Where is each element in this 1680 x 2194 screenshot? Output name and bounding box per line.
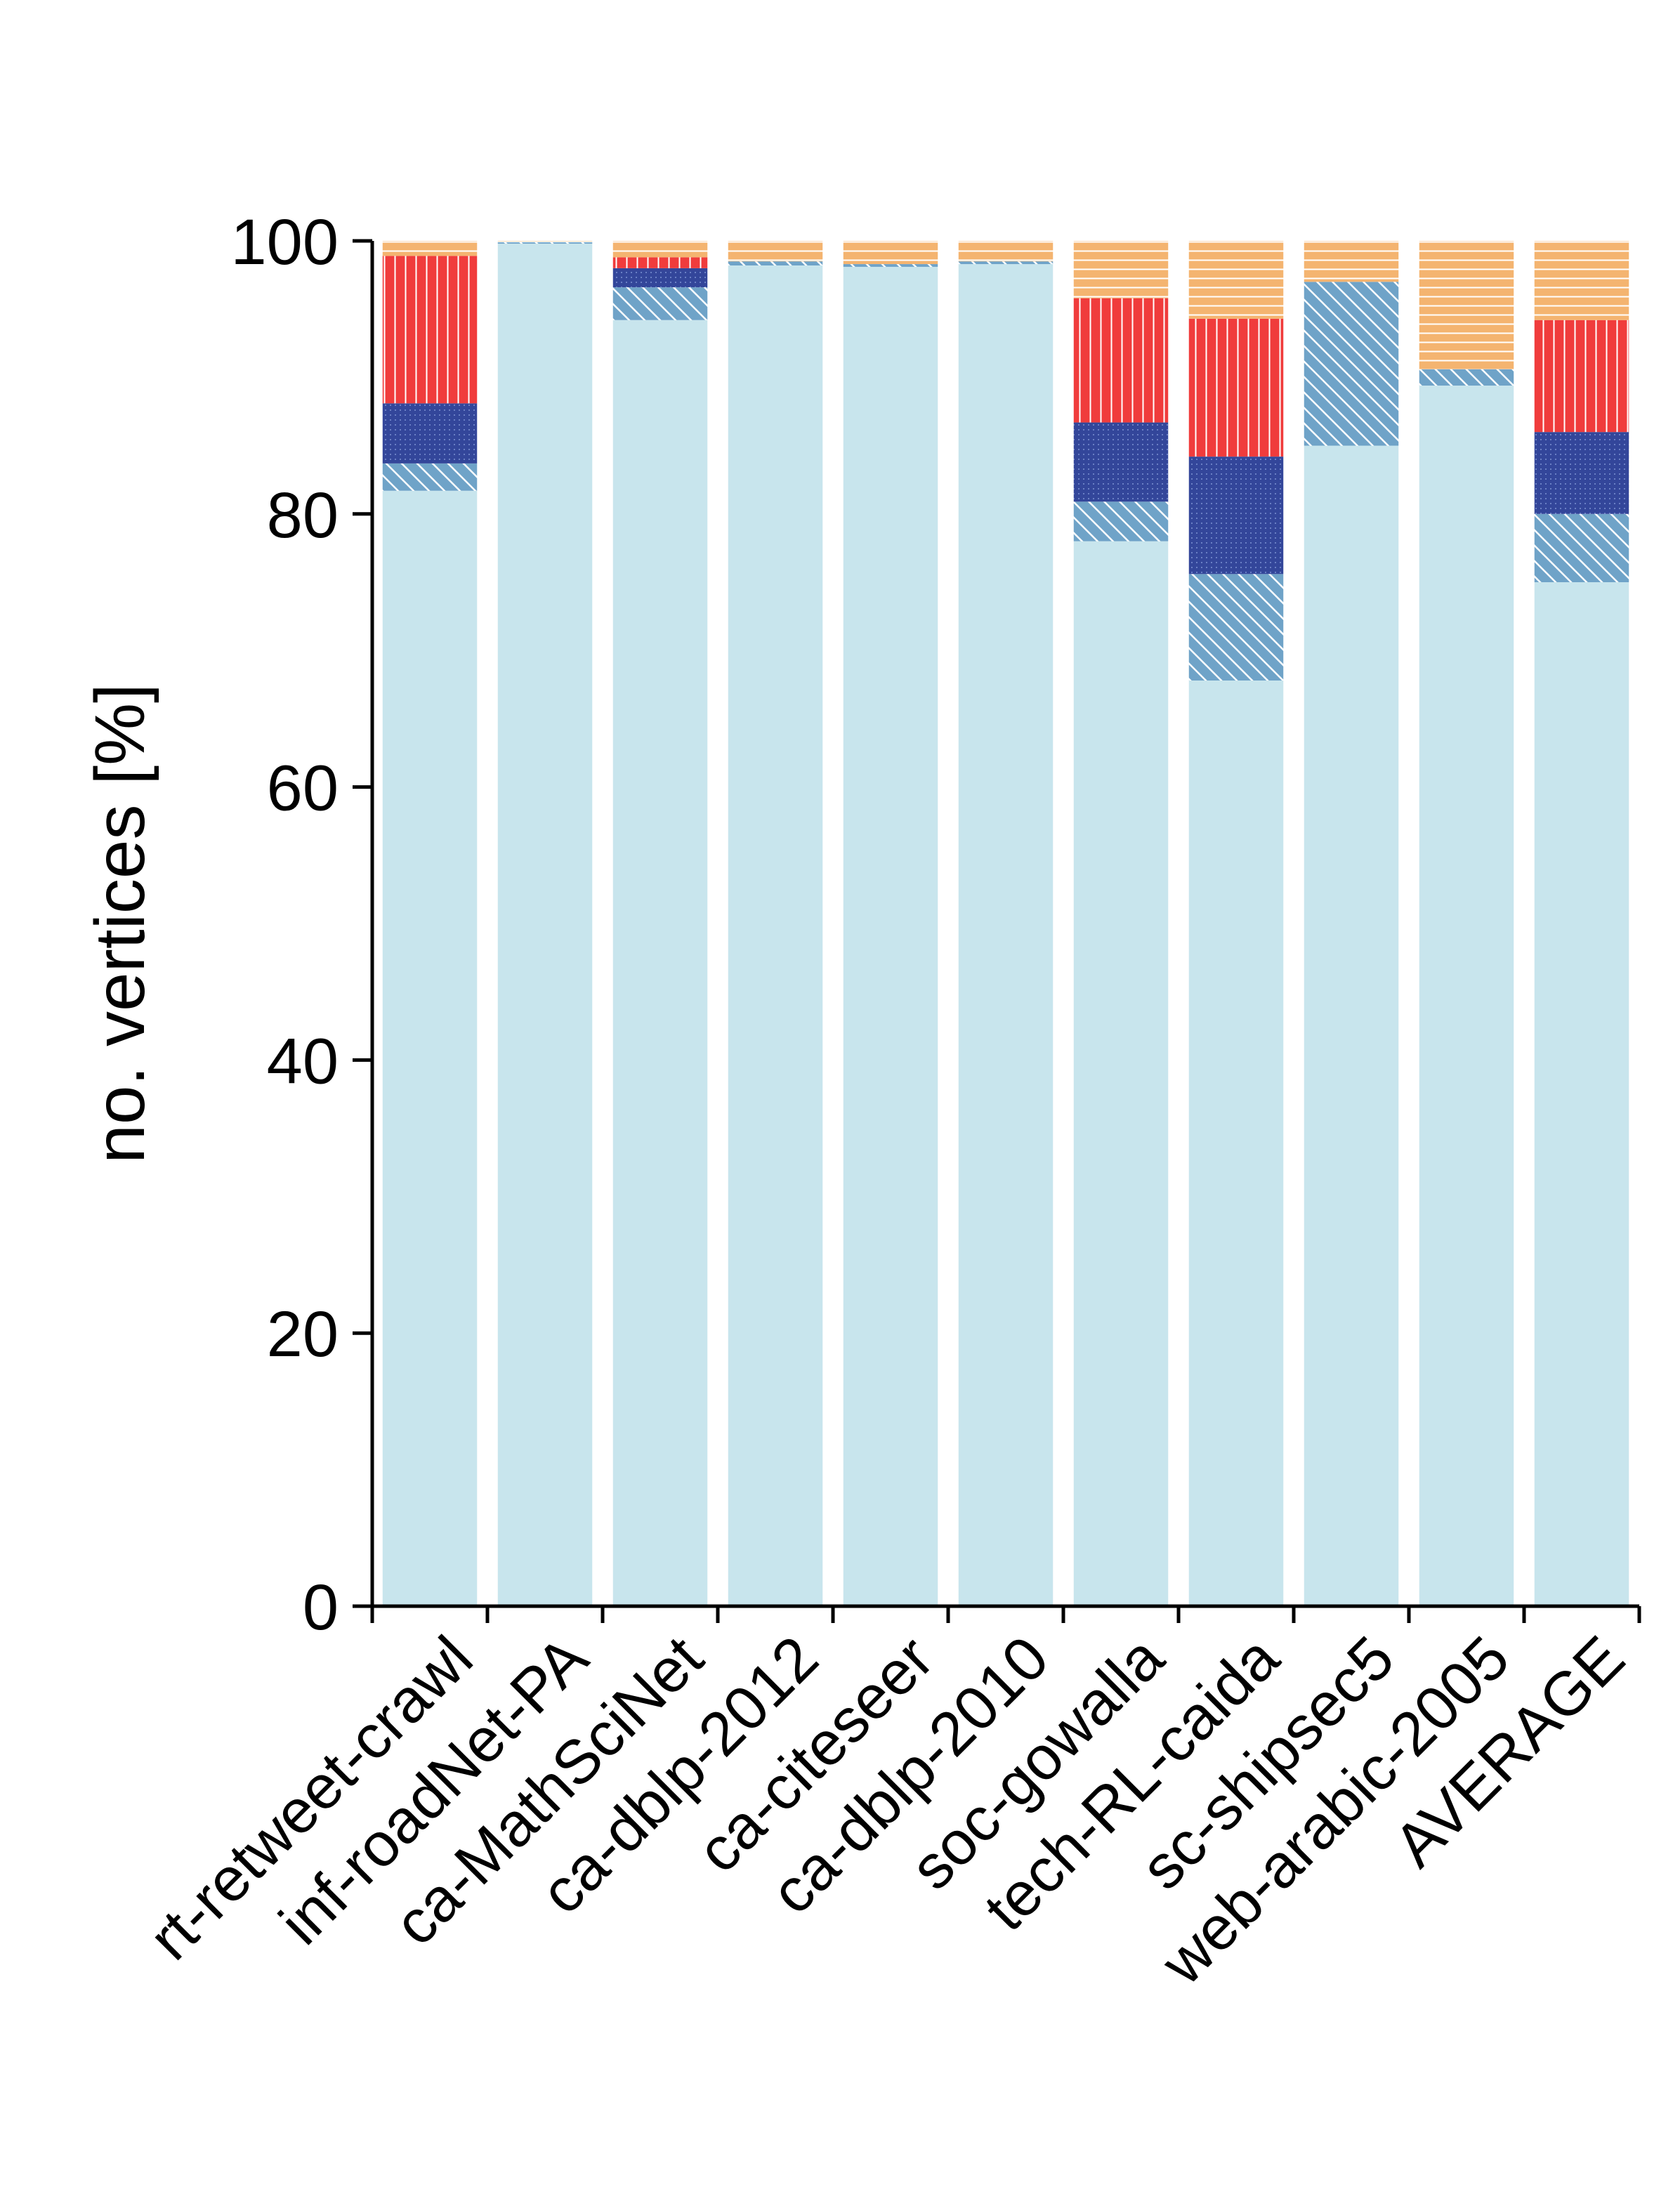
bar-segment-2-AVERAGE [1534,513,1629,582]
bar-segment-5-web-arabic-2005 [1419,241,1514,369]
bar-segment-4-AVERAGE [1534,320,1629,433]
bar-segment-2-rt-retweet-crawl [382,463,478,491]
bar-segment-2-sc-shipsec5 [1304,282,1399,446]
bar-segment-1-soc-gowalla [1073,541,1169,1607]
bar-segment-5-ca-dblp-2012 [728,241,823,262]
x-ticks: rt-retweet-crawlinf-roadNet-PAca-MathSci… [136,1606,1641,1998]
bar-segment-5-sc-shipsec5 [1304,241,1399,282]
y-tick-label: 80 [267,480,339,551]
bar-segment-3-AVERAGE [1534,432,1629,514]
bar-segment-5-ca-citeseer [843,241,938,265]
bar-segment-2-ca-MathSciNet [612,287,708,320]
bar-segment-1-ca-citeseer [843,266,938,1606]
y-tick-label: 100 [231,206,339,278]
bar-segment-4-ca-MathSciNet [612,257,708,268]
bar-segment-5-soc-gowalla [1073,241,1169,298]
bar-segment-2-ca-dblp-2010 [958,261,1054,265]
bar-segment-1-rt-retweet-crawl [382,490,478,1607]
bar-segment-2-inf-roadNet-PA [497,242,593,244]
bar-segment-2-tech-RL-caida [1188,574,1284,681]
bar-segment-1-ca-dblp-2012 [728,265,823,1607]
y-tick-label: 40 [267,1025,339,1097]
bar-segment-5-tech-RL-caida [1188,241,1284,319]
y-tick-label: 60 [267,753,339,825]
bar-segment-5-ca-dblp-2010 [958,241,1054,262]
bar-segment-3-rt-retweet-crawl [382,403,478,464]
bar-segment-3-tech-RL-caida [1188,456,1284,574]
bar-segment-1-web-arabic-2005 [1419,386,1514,1607]
y-axis-title: no. vertices [%] [81,683,159,1164]
bar-segment-1-inf-roadNet-PA [497,243,593,1607]
bar-segment-4-tech-RL-caida [1188,318,1284,457]
bar-segment-5-inf-roadNet-PA [497,241,593,242]
y-tick-label: 20 [267,1299,339,1370]
bar-segment-4-soc-gowalla [1073,298,1169,423]
bars-layer [382,241,1629,1607]
bar-segment-1-AVERAGE [1534,582,1629,1606]
bar-segment-3-ca-MathSciNet [612,268,708,288]
bar-segment-5-AVERAGE [1534,241,1629,320]
bar-segment-1-ca-dblp-2010 [958,264,1054,1607]
bar-segment-3-soc-gowalla [1073,422,1169,502]
bar-segment-2-ca-dblp-2012 [728,261,823,265]
bar-segment-1-sc-shipsec5 [1304,445,1399,1606]
bar-segment-4-rt-retweet-crawl [382,256,478,404]
y-ticks: 0 20 40 60 80 100 [231,206,372,1643]
bar-segment-5-ca-MathSciNet [612,241,708,258]
bar-segment-1-ca-MathSciNet [612,320,708,1607]
y-tick-label: 0 [303,1572,339,1643]
bar-segment-2-soc-gowalla [1073,501,1169,541]
bar-segment-5-rt-retweet-crawl [382,241,478,256]
bar-segment-1-tech-RL-caida [1188,680,1284,1606]
bar-segment-2-web-arabic-2005 [1419,369,1514,386]
bar-segment-2-ca-citeseer [843,264,938,267]
